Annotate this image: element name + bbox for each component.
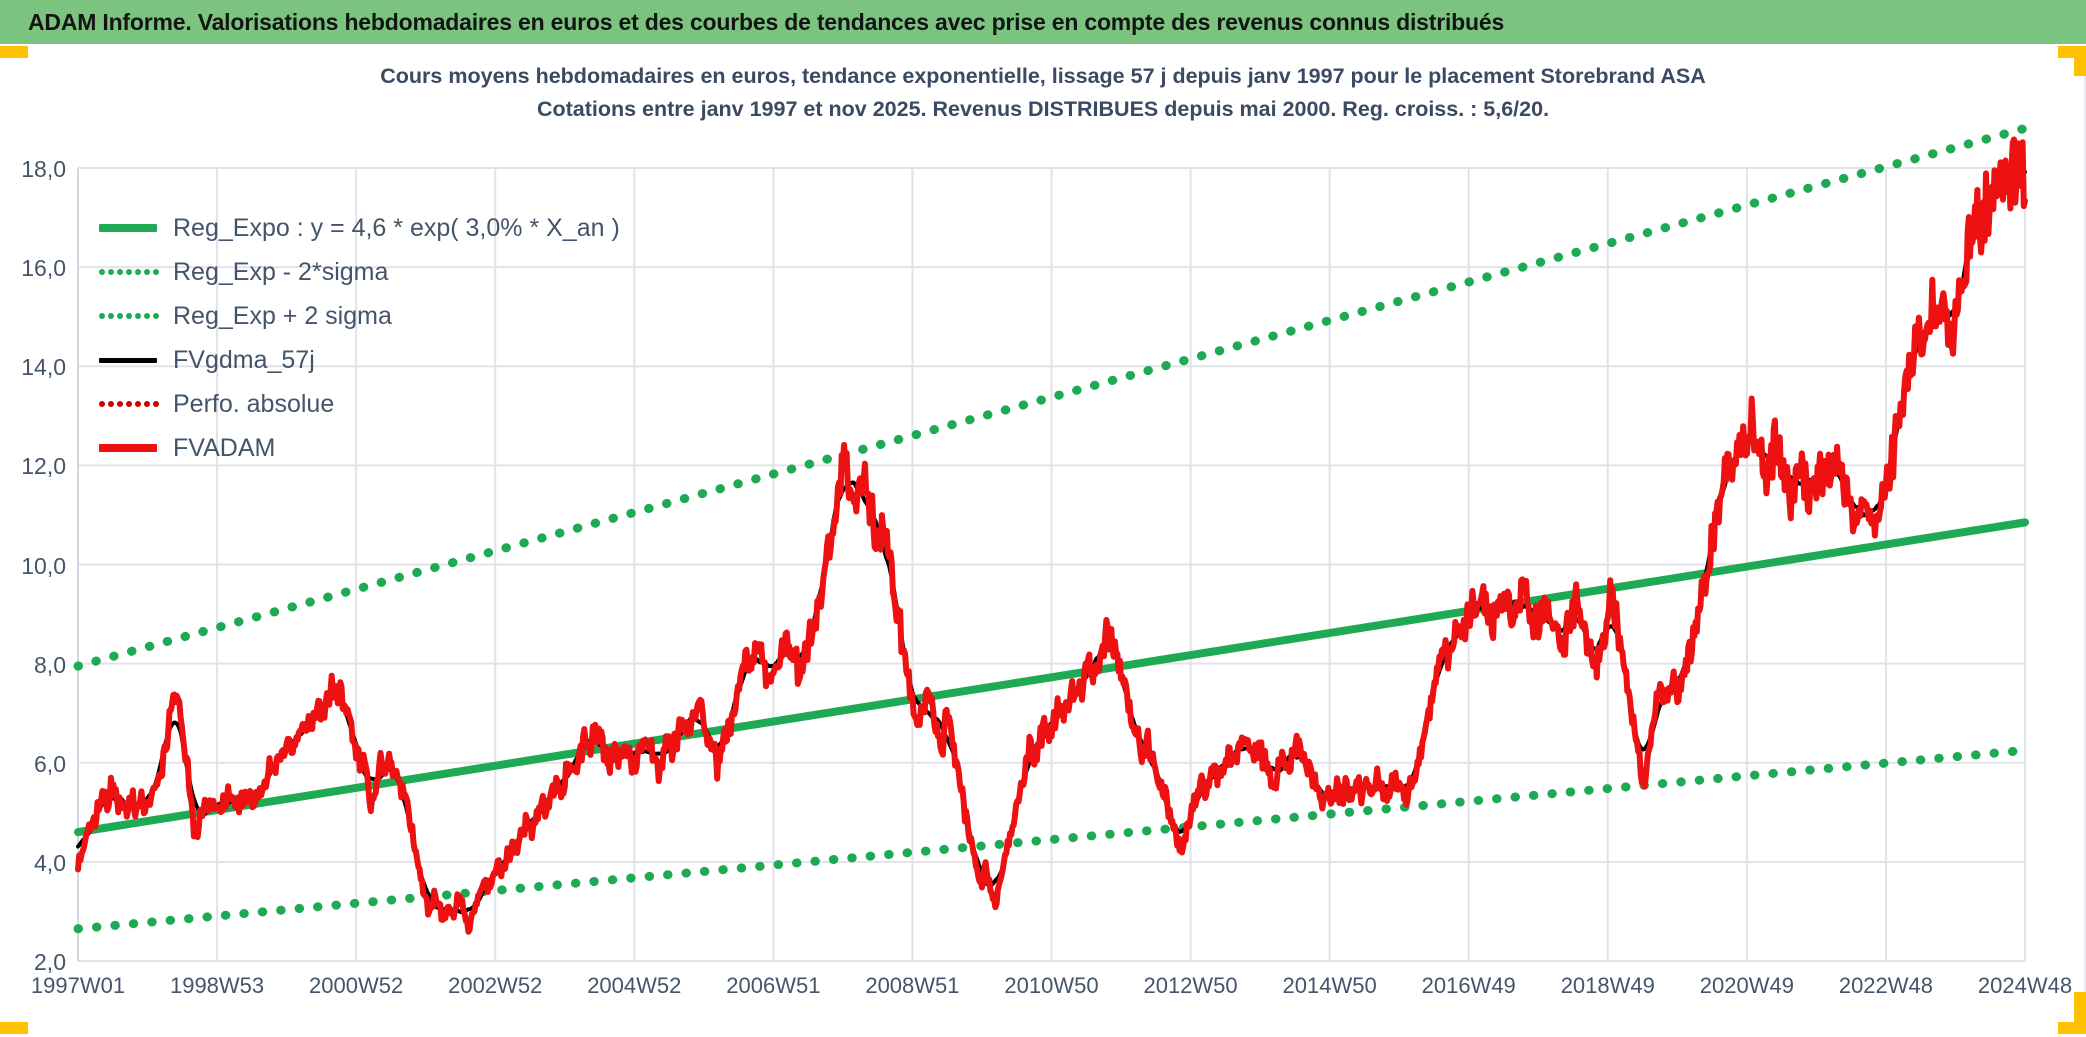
legend-key-dotted-line-icon (95, 261, 161, 283)
x-axis-tick-label: 2002W52 (448, 973, 543, 998)
legend-label: Reg_Exp + 2 sigma (173, 301, 392, 330)
chart-title: Cours moyens hebdomadaires en euros, ten… (380, 64, 1706, 88)
legend-label: Reg_Expo : y = 4,6 * exp( 3,0% * X_an ) (173, 213, 620, 242)
y-axis-tick-label: 14,0 (21, 354, 66, 381)
legend-item[interactable]: Reg_Expo : y = 4,6 * exp( 3,0% * X_an ) (95, 206, 620, 250)
x-axis-tick-label: 1997W01 (30, 973, 126, 998)
legend-key-solid-line-icon (95, 349, 161, 371)
chart-legend: Reg_Expo : y = 4,6 * exp( 3,0% * X_an ) R… (95, 206, 620, 470)
x-axis-tick-label: 2012W50 (1143, 973, 1238, 998)
x-axis-tick-label: 2020W49 (1699, 973, 1794, 998)
legend-key-dotted-line-icon (95, 305, 161, 327)
x-axis-tick-label: 2004W52 (587, 973, 682, 998)
header-banner: ADAM Informe. Valorisations hebdomadaire… (0, 0, 2086, 44)
banner-title: ADAM Informe. Valorisations hebdomadaire… (28, 8, 1505, 35)
x-axis-tick-label: 2014W50 (1282, 973, 1377, 998)
corner-handle-right-edge[interactable] (2074, 46, 2086, 76)
legend-key-solid-line-icon (95, 217, 161, 239)
y-axis-tick-label: 8,0 (34, 651, 66, 678)
y-axis-tick-label: 16,0 (21, 255, 66, 282)
x-axis-tick-label: 2010W50 (1004, 973, 1099, 998)
y-axis-tick-label: 18,0 (21, 156, 66, 182)
legend-label: FVgdma_57j (173, 345, 315, 374)
y-axis-tick-label: 4,0 (34, 849, 66, 876)
chart-subtitle: Cotations entre janv 1997 et nov 2025. R… (536, 97, 1550, 121)
y-axis-tick-label: 2,0 (34, 949, 66, 975)
x-axis-tick-label: 2000W52 (309, 973, 404, 998)
legend-item[interactable]: FVgdma_57j (95, 338, 620, 382)
y-axis-tick-label: 12,0 (21, 453, 66, 480)
series-fvadam (75, 136, 2028, 935)
series-reg-exp-plus-2sigma (73, 123, 2030, 671)
legend-label: FVADAM (173, 433, 276, 462)
corner-handle-bottom-left[interactable] (0, 1022, 28, 1034)
x-axis-tick-label: 2018W49 (1560, 973, 1655, 998)
series-reg-expo (74, 518, 2029, 837)
legend-label: Perfo. absolue (173, 389, 335, 418)
legend-key-dotted-line-icon (95, 393, 161, 415)
gridlines (77, 167, 2026, 962)
corner-handle-right-edge-bottom[interactable] (2074, 992, 2086, 1034)
legend-item[interactable]: Reg_Exp + 2 sigma (95, 294, 620, 338)
y-axis-tick-label: 10,0 (21, 552, 66, 579)
legend-item[interactable]: Reg_Exp - 2*sigma (95, 250, 620, 294)
y-axis-tick-label: 6,0 (34, 750, 66, 777)
legend-key-solid-line-icon (95, 437, 161, 459)
x-axis-tick-label: 2024W48 (1977, 973, 2073, 998)
x-axis-tick-label: 2008W51 (865, 973, 960, 998)
x-axis-tick-label: 1998W53 (169, 973, 265, 998)
x-axis-tick-label: 2016W49 (1421, 973, 1516, 998)
legend-item[interactable]: FVADAM (95, 426, 620, 470)
legend-item[interactable]: Perfo. absolue (95, 382, 620, 426)
x-axis-tick-label: 2022W48 (1838, 973, 1934, 998)
series-reg-exp-minus-2sigma (73, 745, 2030, 934)
x-axis-tick-label: 2006W51 (726, 973, 821, 998)
legend-label: Reg_Exp - 2*sigma (173, 257, 389, 286)
corner-handle-top-left[interactable] (0, 46, 28, 58)
